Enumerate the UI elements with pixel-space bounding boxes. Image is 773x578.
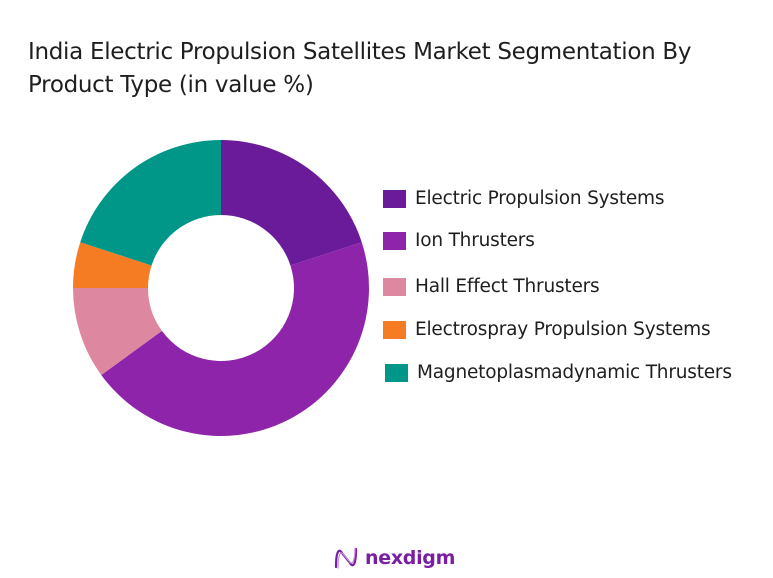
donut-segment-magnetoplasmadynamic-thrusters — [80, 140, 221, 266]
legend-label: Electrospray Propulsion Systems — [415, 319, 711, 340]
donut-segment-ion-thrusters — [101, 242, 370, 437]
legend-label: Ion Thrusters — [415, 230, 535, 251]
legend-item-ion-thrusters: Ion Thrusters — [383, 230, 535, 251]
chart-title-line-1: India Electric Propulsion Satellites Mar… — [28, 39, 692, 65]
legend-swatch — [383, 320, 406, 339]
legend-item-hall-effect-thrusters: Hall Effect Thrusters — [383, 276, 600, 297]
legend-label: Magnetoplasmadynamic Thrusters — [417, 362, 732, 383]
nexdigm-wave-logo-icon — [334, 547, 358, 569]
legend-swatch — [385, 363, 408, 382]
legend-swatch — [383, 231, 406, 250]
legend-label: Hall Effect Thrusters — [415, 276, 600, 297]
legend-item-electrospray-propulsion-systems: Electrospray Propulsion Systems — [383, 319, 711, 340]
brand-name: nexdigm — [365, 547, 456, 569]
donut-segment-electrospray-propulsion-systems — [73, 242, 152, 288]
legend-swatch — [383, 277, 406, 296]
chart-title: India Electric Propulsion Satellites Mar… — [28, 36, 768, 102]
legend-label: Electric Propulsion Systems — [415, 188, 665, 209]
brand-logo: nexdigm — [333, 545, 455, 571]
chart-title-line-2: Product Type (in value %) — [28, 72, 314, 98]
legend-swatch — [383, 189, 406, 208]
legend-item-electric-propulsion-systems: Electric Propulsion Systems — [383, 188, 665, 209]
legend-item-magnetoplasmadynamic-thrusters: Magnetoplasmadynamic Thrusters — [383, 362, 732, 383]
donut-segment-electric-propulsion-systems — [221, 140, 362, 266]
donut-segment-hall-effect-thrusters — [73, 288, 162, 375]
